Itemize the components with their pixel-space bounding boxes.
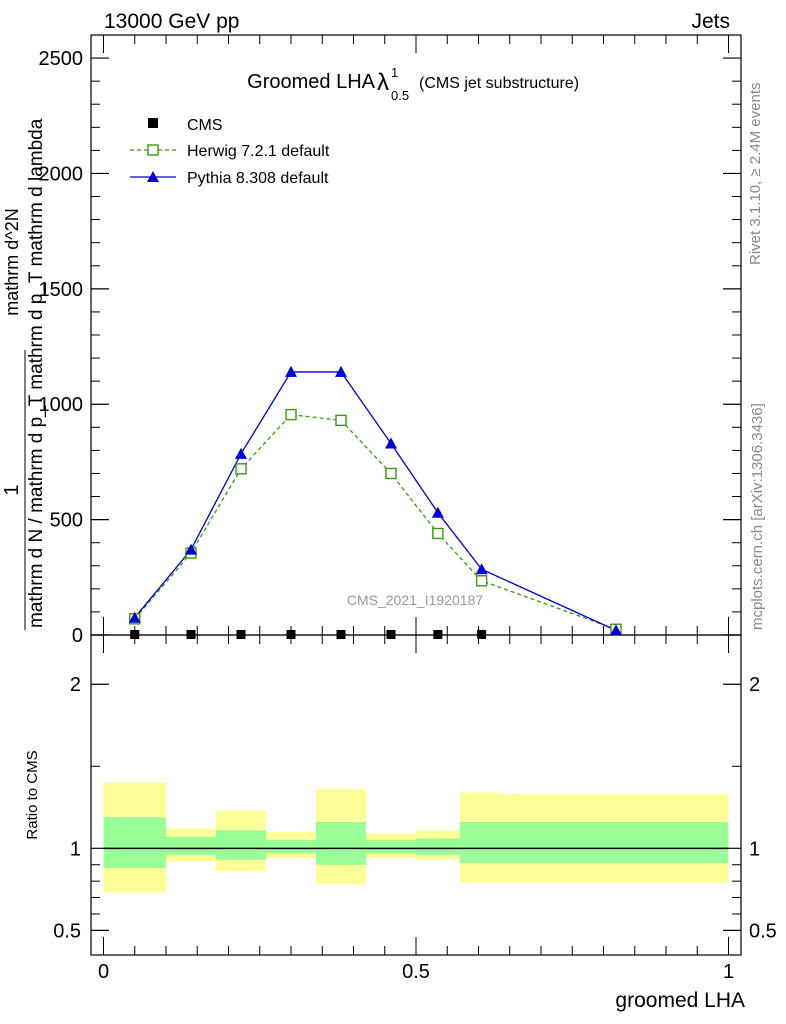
chart-title-note: (CMS jet substructure) [419,75,579,92]
chart-title-main: Groomed LHA [247,71,375,93]
pythia-point-8 [610,624,622,636]
ratio-stat-band-8 [503,822,729,864]
main-y-axis-label: 1 mathrm d N / mathrm d p_T mathrm d p_T… [1,118,47,630]
ratio-stat-band-0 [103,817,166,869]
legend-pythia-label: Pythia 8.308 default [187,170,329,187]
main-y-tick-label-0: 0 [72,625,83,647]
ratio-y-tick-label-right-0: 0.5 [749,920,777,942]
ratio-stat-band-6 [416,838,460,855]
legend-herwig-label: Herwig 7.2.1 default [187,143,330,160]
y-label-denominator: mathrm d N / mathrm d p_T mathrm d p_T m… [26,118,47,628]
cms-point-7 [477,630,487,639]
pythia-point-6 [431,506,444,518]
cms-point-5 [386,630,396,639]
ratio-stat-band-2 [216,830,266,860]
chart-title-symbol: λ [377,69,389,96]
ratio-stat-band-4 [316,822,366,865]
cms-point-6 [433,630,443,639]
main-y-tick-label-5: 2500 [39,48,84,70]
axes-ticks: 0 500 1000 1500 2000 2500 0 0.5 1 0.5 0.5 1 1 2 2 [39,35,777,983]
ratio-stat-band-3 [266,840,316,854]
legend: CMS Herwig 7.2.1 default Pythia 8.308 de… [130,117,330,187]
ratio-y-tick-label-left-2: 2 [70,674,81,696]
cms-point-2 [236,630,246,639]
ratio-y-tick-label-right-2: 2 [749,674,760,696]
herwig-point-6 [432,527,444,540]
pythia-point-2 [235,447,247,459]
legend-cms-label: CMS [187,117,223,134]
cms-point-4 [336,630,346,639]
main-y-tick-label-4: 2000 [39,163,84,185]
main-y-tick-label-1: 500 [50,510,83,532]
chart-title: Groomed LHA λ 1 0.5 (CMS jet substructur… [247,65,579,103]
pythia-point-4 [335,365,347,377]
ratio-y-tick-label-left-1: 1 [70,838,81,860]
x-tick-label-1: 0.5 [402,961,430,983]
ratio-y-tick-label-left-0: 0.5 [53,920,81,942]
pythia-point-3 [285,365,297,377]
pythia-point-5 [385,437,397,449]
cms-point-1 [186,630,196,639]
pythia-point-1 [185,543,197,555]
ratio-stat-band-7 [459,822,504,864]
ratio-y-tick-label-right-1: 1 [749,838,760,860]
ratio-stat-band-1 [166,836,216,855]
data-series [128,365,622,639]
ratio-y-axis-label: Ratio to CMS [24,750,41,839]
y-label-numerator: 1 [1,484,23,495]
cms-point-3 [286,630,296,639]
x-tick-label-2: 1 [723,961,734,983]
x-tick-label-0: 0 [98,961,109,983]
herwig-point-7 [475,575,488,587]
rivet-label: Rivet 3.1.10, ≥ 2.4M events [747,83,764,266]
pythia-point-0 [128,611,141,623]
mcplots-label: mcplots.cern.ch [arXiv:1306.3436] [749,403,766,630]
main-y-tick-label-2: 1000 [39,394,84,416]
header-category-label: Jets [691,10,730,33]
chart-title-superscript: 1 [391,65,398,80]
pythia-point-7 [475,563,488,575]
legend-herwig-marker [147,144,159,156]
ratio-stat-band-5 [366,840,416,854]
cms-point-0 [130,630,140,639]
y-label-top: mathrm d^2N [2,208,22,315]
main-y-tick-label-3: 1500 [39,279,84,301]
herwig-point-3 [285,408,297,421]
herwig-point-2 [235,463,247,475]
chart-title-subscript: 0.5 [391,88,409,103]
analysis-watermark: CMS_2021_I1920187 [347,592,483,608]
legend-pythia-marker [147,171,159,182]
herwig-point-5 [385,467,397,480]
ratio-uncertainty-bands [103,782,729,893]
legend-cms-marker [148,118,158,128]
header-collision-label: 13000 GeV pp [104,10,239,33]
x-axis-label: groomed LHA [615,989,745,1012]
herwig-point-4 [335,414,347,427]
